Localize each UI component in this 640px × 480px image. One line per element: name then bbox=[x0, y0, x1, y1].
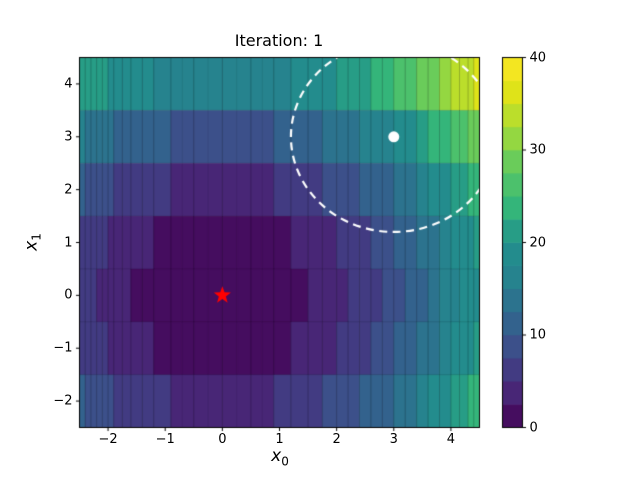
y-tick-label-2: 0 bbox=[64, 287, 73, 303]
y-tick-label-1: −1 bbox=[53, 340, 73, 356]
x-tick-label-4: 2 bbox=[332, 431, 341, 447]
y-tick-label-3: 1 bbox=[64, 235, 73, 250]
x-axis-label: x0 bbox=[271, 446, 289, 469]
x-tick-label-6: 4 bbox=[446, 431, 456, 447]
y-tick-label-5: 3 bbox=[64, 129, 73, 145]
colorbar-tick-label-3: 30 bbox=[529, 142, 547, 158]
x-tick-label-5: 3 bbox=[389, 431, 398, 447]
colorbar-tick-label-1: 10 bbox=[529, 327, 547, 343]
x-tick-label-3: 1 bbox=[275, 431, 284, 447]
x-tick-label-2: 0 bbox=[218, 431, 227, 447]
y-axis-label: x1 bbox=[21, 233, 44, 251]
colorbar-tick-label-4: 40 bbox=[529, 50, 547, 65]
x-tick-label-1: −1 bbox=[155, 431, 175, 447]
y-tick-label-4: 2 bbox=[64, 182, 73, 198]
plot-title: Iteration: 1 bbox=[234, 31, 324, 50]
y-axis-label-base: x bbox=[21, 240, 42, 251]
colorbar-tick-label-0: 0 bbox=[529, 420, 538, 435]
x-axis-label-subscript: 0 bbox=[281, 454, 289, 469]
y-tick-label-0: −2 bbox=[53, 393, 73, 409]
x-axis-label-base: x bbox=[271, 446, 282, 466]
x-tick-label-0: −2 bbox=[98, 431, 118, 447]
y-tick-label-6: 4 bbox=[64, 76, 73, 92]
y-axis-label-subscript: 1 bbox=[29, 233, 44, 241]
colorbar-tick-label-2: 20 bbox=[529, 235, 547, 250]
